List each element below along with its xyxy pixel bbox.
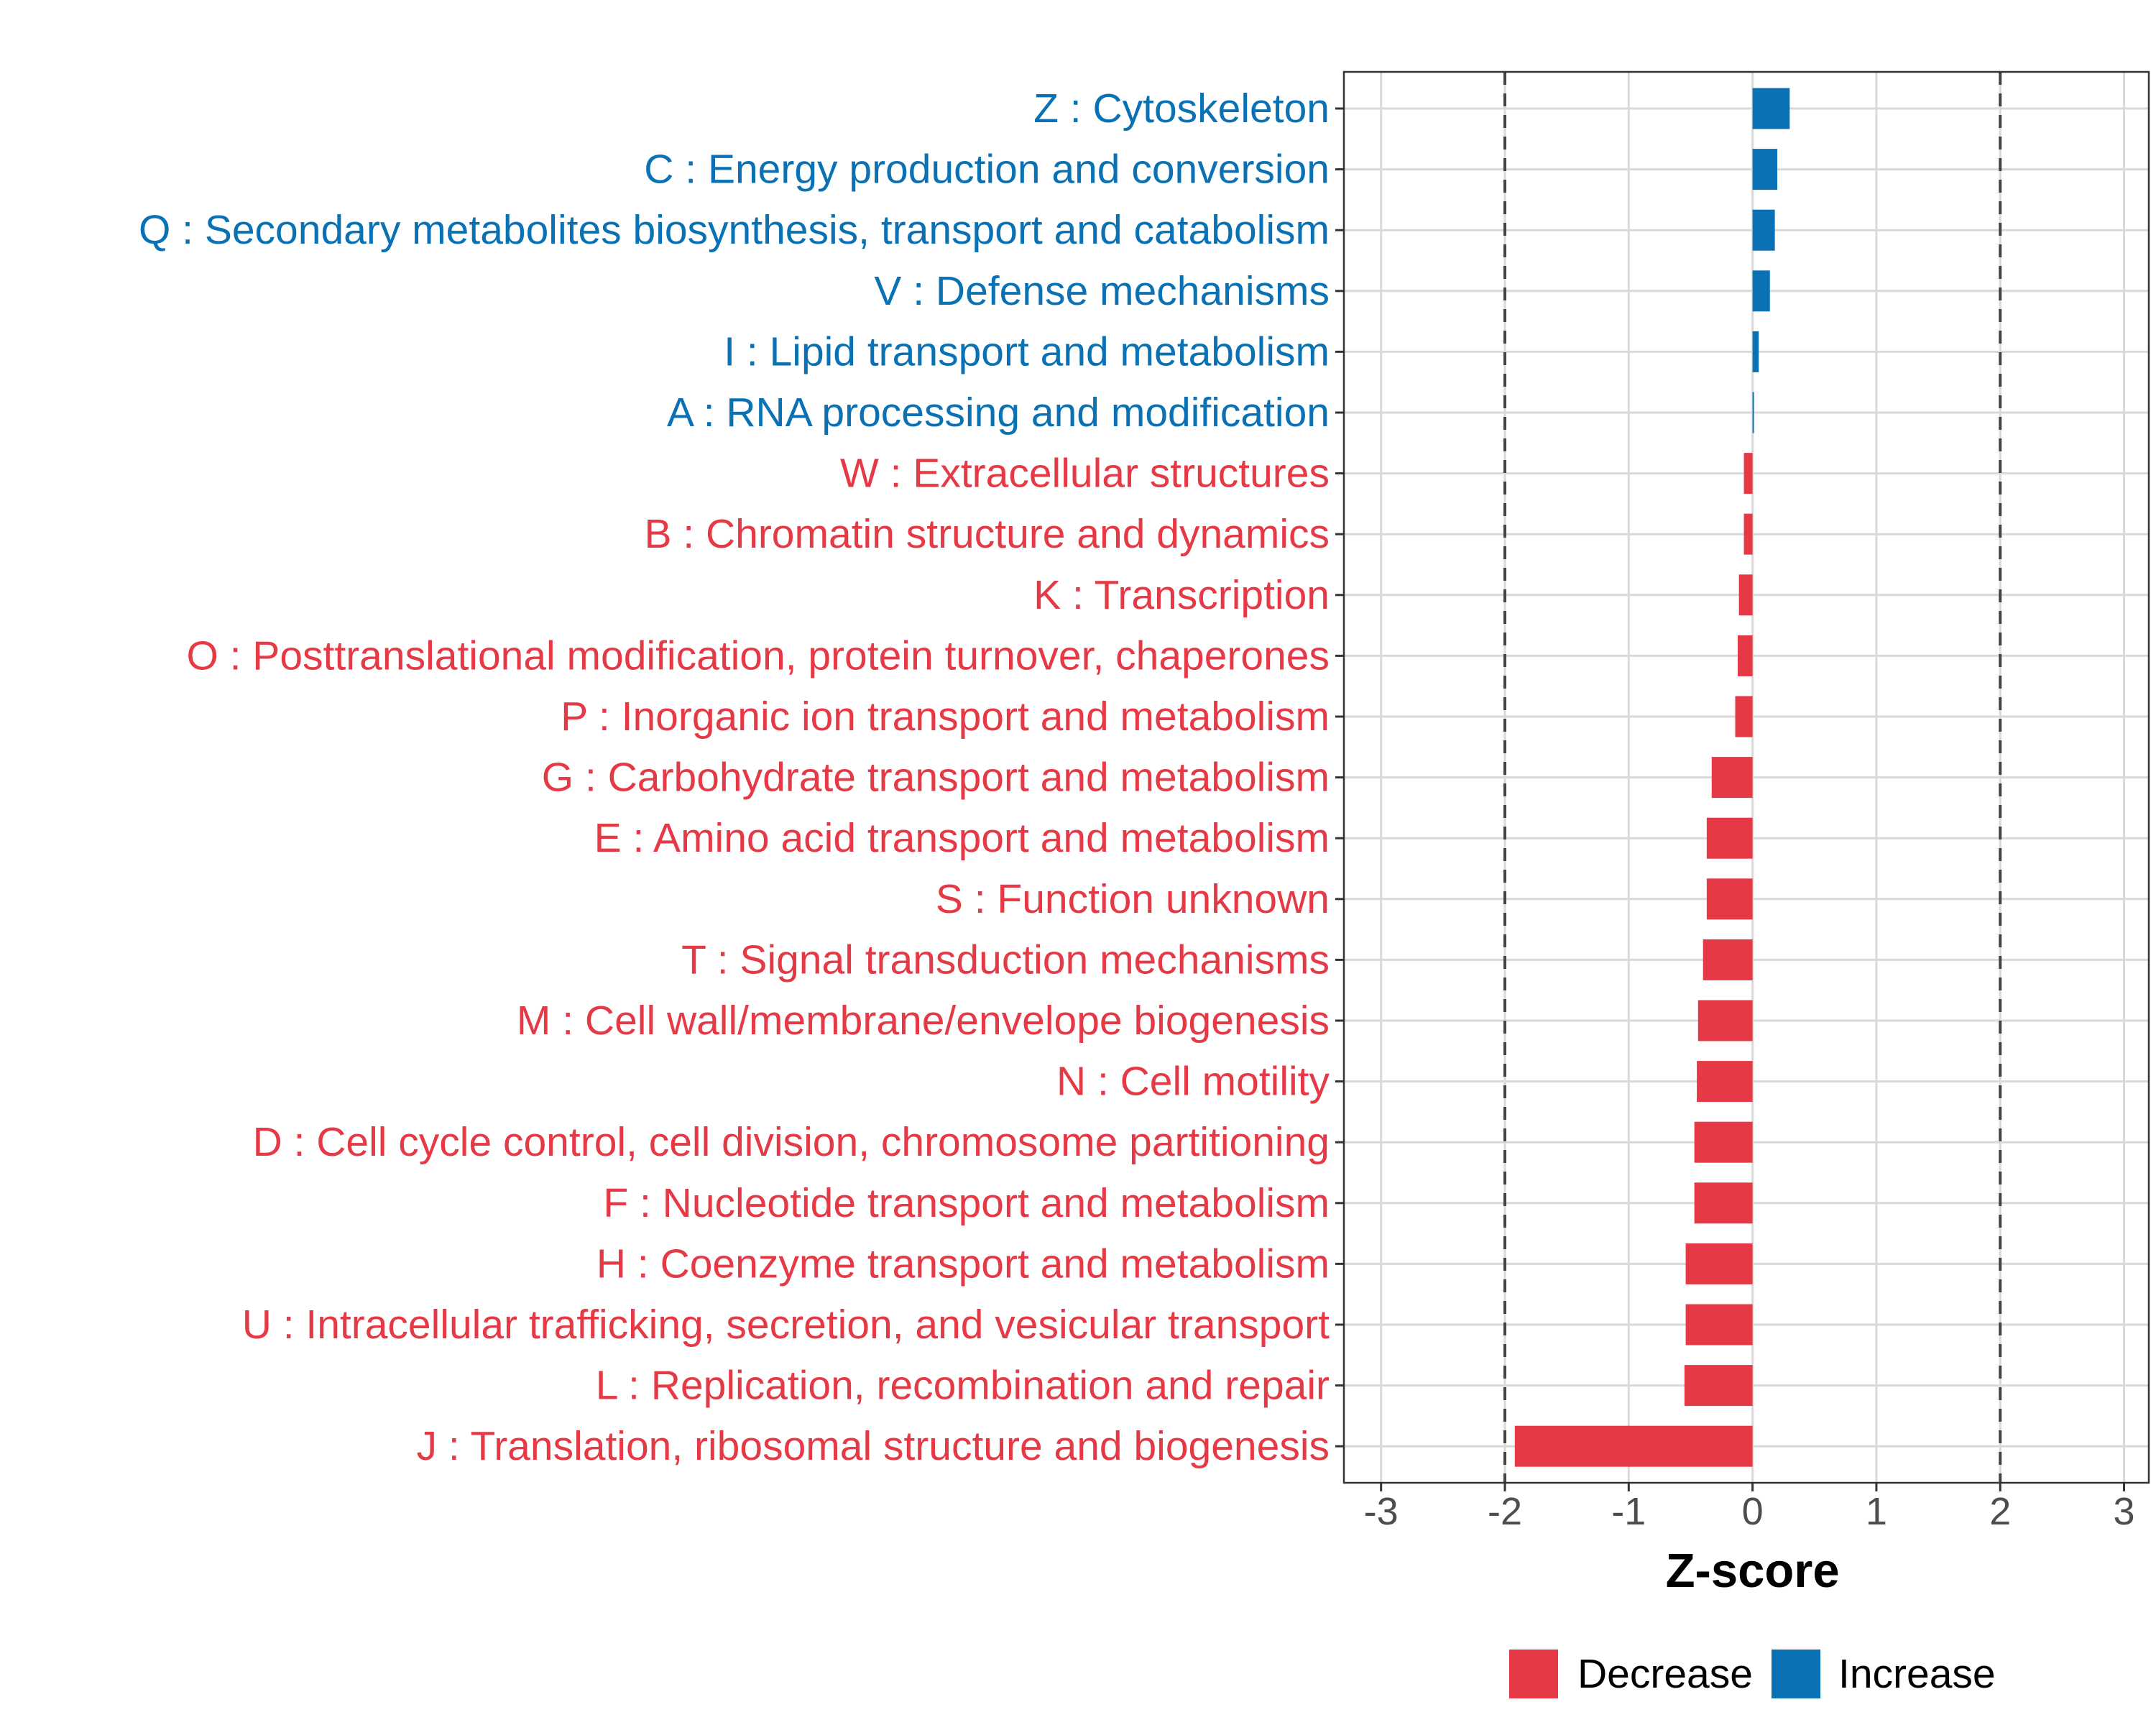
bars (1514, 88, 1790, 1467)
bar (1752, 88, 1790, 129)
category-label: P : Inorganic ion transport and metaboli… (561, 694, 1330, 740)
category-label: J : Translation, ribosomal structure and… (417, 1423, 1330, 1469)
category-label: H : Coenzyme transport and metabolism (596, 1241, 1330, 1287)
category-label: M : Cell wall/membrane/envelope biogenes… (517, 998, 1330, 1044)
x-tick-label: -1 (1611, 1490, 1646, 1533)
y-axis-ticks (1335, 107, 1344, 1448)
category-label: T : Signal transduction mechanisms (681, 937, 1330, 983)
bar (1685, 1243, 1753, 1284)
category-label: D : Cell cycle control, cell division, c… (253, 1119, 1330, 1165)
category-label: V : Defense mechanisms (874, 268, 1330, 314)
x-tick-label: -2 (1488, 1490, 1522, 1533)
bar (1743, 513, 1753, 555)
category-label: S : Function unknown (936, 876, 1330, 922)
category-label: K : Transcription (1033, 572, 1330, 618)
category-label: O : Posttranslational modification, prot… (186, 632, 1330, 678)
category-label: L : Replication, recombination and repai… (596, 1363, 1330, 1409)
bar (1514, 1425, 1753, 1467)
bar (1694, 1121, 1753, 1163)
bar (1697, 1061, 1753, 1103)
x-axis-ticks: -3 -2 -1 0 1 2 3 (1364, 1483, 2135, 1533)
category-label: E : Amino acid transport and metabolism (594, 815, 1330, 861)
bar (1706, 878, 1753, 920)
y-axis-labels: Z : Cytoskeleton C : Energy production an… (139, 86, 1330, 1469)
category-label: G : Carbohydrate transport and metabolis… (542, 755, 1330, 801)
category-label: Q : Secondary metabolites biosynthesis, … (139, 207, 1330, 253)
x-tick-label: 0 (1742, 1490, 1764, 1533)
x-tick-label: -3 (1364, 1490, 1399, 1533)
category-label: A : RNA processing and modification (667, 390, 1330, 436)
bar (1694, 1182, 1753, 1224)
category-label: B : Chromatin structure and dynamics (644, 511, 1330, 557)
bar (1684, 1365, 1753, 1407)
category-label: U : Intracellular trafficking, secretion… (242, 1302, 1330, 1348)
legend-swatch-increase (1772, 1650, 1820, 1698)
reference-lines (1503, 72, 2002, 1483)
legend-label-increase: Increase (1838, 1651, 1996, 1697)
bar (1685, 1304, 1753, 1346)
category-label: C : Energy production and conversion (644, 147, 1330, 193)
category-label: F : Nucleotide transport and metabolism (603, 1180, 1330, 1226)
category-label: I : Lipid transport and metabolism (724, 328, 1330, 374)
x-tick-label: 1 (1866, 1490, 1887, 1533)
bar (1752, 149, 1778, 190)
bar (1737, 635, 1753, 676)
bar (1711, 757, 1753, 799)
bar (1752, 209, 1775, 251)
legend-label-decrease: Decrease (1577, 1651, 1753, 1697)
bar (1738, 574, 1753, 616)
bar (1735, 696, 1753, 737)
bar (1706, 817, 1753, 859)
x-tick-label: 2 (1989, 1490, 2011, 1533)
x-tick-label: 3 (2114, 1490, 2135, 1533)
x-axis-title: Z-score (1666, 1544, 1840, 1598)
bar (1752, 270, 1770, 312)
legend: Decrease Increase (1509, 1650, 1996, 1698)
bar (1752, 331, 1759, 372)
bar (1697, 1000, 1753, 1041)
category-label: W : Extracellular structures (840, 451, 1330, 497)
legend-swatch-decrease (1509, 1650, 1558, 1698)
category-label: Z : Cytoskeleton (1033, 86, 1330, 132)
category-label: N : Cell motility (1056, 1059, 1330, 1105)
bar (1752, 392, 1754, 433)
bar (1743, 453, 1753, 494)
bar (1703, 939, 1753, 980)
